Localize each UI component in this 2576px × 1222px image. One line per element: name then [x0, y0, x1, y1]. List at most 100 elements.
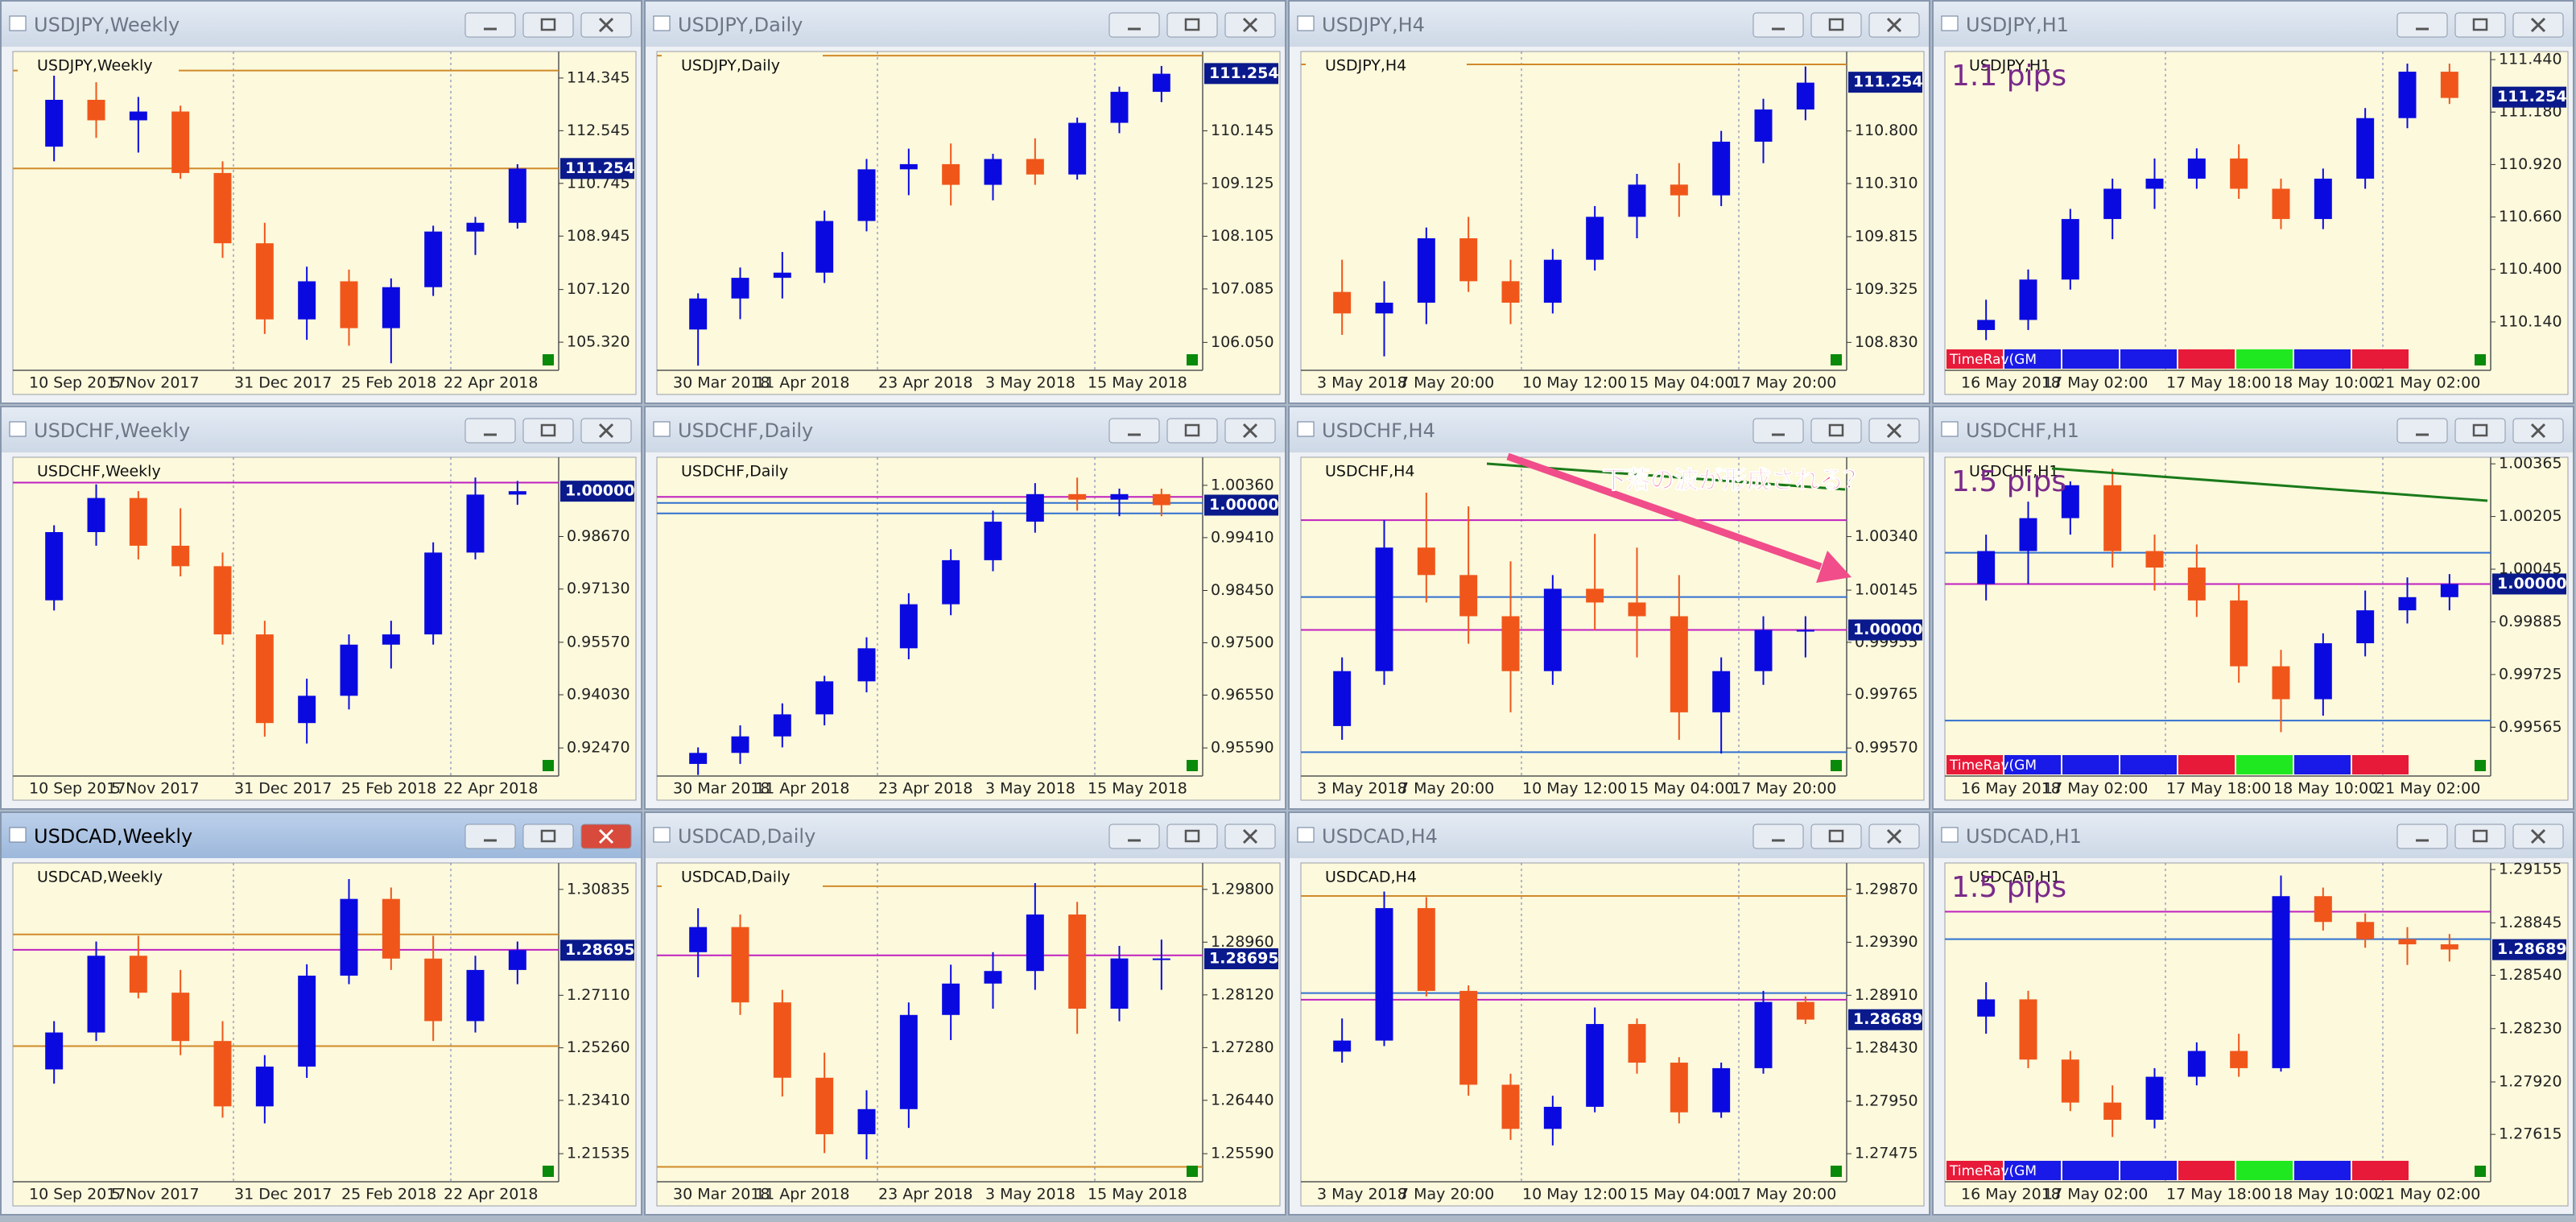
window-title: USDCHF,Weekly — [34, 419, 190, 442]
maximize-button[interactable] — [1166, 418, 1218, 444]
indicator-block — [1946, 349, 2003, 369]
candle-body — [508, 491, 526, 495]
candle-body — [2272, 896, 2290, 1068]
maximize-button[interactable] — [522, 418, 574, 444]
chart-area — [12, 51, 637, 395]
candle-body — [1670, 184, 1688, 196]
minimize-button[interactable] — [1752, 824, 1804, 849]
candle-body — [1375, 908, 1393, 1041]
maximize-button[interactable] — [1810, 12, 1862, 38]
y-tick-label: 1.23410 — [567, 1091, 630, 1108]
candle-body — [1501, 281, 1520, 303]
candle-body — [1977, 999, 1996, 1017]
price-label: 1.28689 — [2497, 940, 2567, 958]
candle-body — [1417, 547, 1435, 576]
scroll-marker — [1831, 354, 1842, 365]
maximize-button[interactable] — [1810, 418, 1862, 444]
y-tick-label: 1.00360 — [1211, 476, 1274, 493]
annotation-arrow — [1506, 452, 1823, 571]
y-tick-label: 110.400 — [2499, 260, 2562, 278]
minimize-button[interactable] — [1752, 12, 1804, 38]
indicator-block — [2352, 755, 2409, 774]
maximize-button[interactable] — [522, 824, 574, 849]
candle-body — [942, 163, 960, 185]
x-tick-label: 30 Mar 2018 — [673, 374, 770, 392]
candle-body — [1977, 551, 1996, 584]
candle-body — [1417, 908, 1435, 991]
x-tick-label: 10 May 12:00 — [1522, 374, 1627, 392]
price-box — [560, 158, 634, 180]
minimize-button[interactable] — [464, 418, 516, 444]
price-box — [2492, 939, 2566, 960]
price-label: 1.28695 — [565, 941, 635, 959]
y-tick-label: 0.97500 — [1211, 634, 1274, 651]
chart-area — [656, 456, 1281, 801]
x-tick-label: 7 May 20:00 — [1399, 780, 1494, 798]
y-tick-label: 1.00340 — [1855, 527, 1918, 545]
candle-body — [2398, 597, 2417, 611]
y-tick-label: 112.545 — [567, 122, 630, 139]
y-tick-label: 108.105 — [1211, 227, 1274, 245]
y-tick-label: 0.99570 — [1855, 739, 1918, 757]
chart-label-box — [18, 55, 179, 76]
maximize-button[interactable] — [1166, 12, 1218, 38]
close-icon — [598, 17, 614, 33]
minimize-button[interactable] — [2396, 12, 2448, 38]
y-tick-label: 110.140 — [2499, 312, 2562, 330]
minimize-button[interactable] — [464, 12, 516, 38]
scroll-marker — [1187, 1166, 1198, 1177]
x-tick-label: 3 May 2018 — [985, 1186, 1075, 1203]
x-tick-label: 31 Dec 2017 — [234, 1186, 332, 1203]
candle-body — [2145, 1076, 2164, 1120]
minimize-button[interactable] — [1108, 824, 1160, 849]
maximize-button[interactable] — [2454, 418, 2506, 444]
candle-body — [1796, 82, 1814, 109]
price-box — [1204, 494, 1278, 516]
candle-body — [1754, 630, 1773, 671]
x-tick-label: 30 Mar 2018 — [673, 780, 770, 798]
chart-label-box — [18, 866, 179, 887]
x-tick-label: 15 May 04:00 — [1629, 780, 1734, 798]
maximize-button[interactable] — [2454, 12, 2506, 38]
minimize-button[interactable] — [1108, 12, 1160, 38]
x-tick-label: 3 May 2018 — [1317, 374, 1407, 392]
chart-label-box — [1950, 866, 2111, 887]
indicator-block — [2236, 349, 2293, 369]
maximize-icon — [1828, 829, 1844, 843]
chart-label: USDJPY,Weekly — [37, 57, 152, 75]
maximize-button[interactable] — [2454, 824, 2506, 849]
y-tick-label: 110.800 — [1855, 122, 1918, 139]
close-icon — [2530, 828, 2546, 844]
minimize-button[interactable] — [2396, 824, 2448, 849]
candle-body — [857, 169, 876, 221]
maximize-button[interactable] — [522, 12, 574, 38]
indicator-block — [2352, 1161, 2409, 1180]
window-icon — [9, 421, 27, 437]
minimize-button[interactable] — [2396, 418, 2448, 444]
y-tick-label: 0.98670 — [567, 527, 630, 545]
x-tick-label: 17 May 20:00 — [1732, 1186, 1836, 1203]
y-tick-label: 1.00205 — [2499, 507, 2562, 525]
minimize-button[interactable] — [464, 824, 516, 849]
window-icon — [1941, 15, 1959, 31]
overlay: 下落の波が形成される？ — [1486, 452, 2488, 583]
maximize-icon — [540, 423, 556, 437]
price-label: 111.254 — [2497, 88, 2567, 105]
scroll-marker — [2475, 760, 2486, 771]
candle-body — [899, 163, 918, 170]
close-icon — [1242, 828, 1258, 844]
x-tick-label: 23 Apr 2018 — [878, 374, 972, 392]
price-label: 111.254 — [1853, 73, 1923, 91]
minimize-button[interactable] — [1108, 418, 1160, 444]
chart-label-box — [18, 460, 179, 481]
maximize-icon — [2472, 18, 2488, 31]
maximize-button[interactable] — [1810, 824, 1862, 849]
minimize-button[interactable] — [1752, 418, 1804, 444]
candle-body — [255, 634, 274, 724]
maximize-button[interactable] — [1166, 824, 1218, 849]
close-icon — [2530, 423, 2546, 439]
maximize-icon — [1184, 423, 1200, 437]
x-tick-label: 23 Apr 2018 — [878, 1186, 972, 1203]
candle-body — [87, 100, 105, 121]
indicator-block — [2004, 755, 2061, 774]
